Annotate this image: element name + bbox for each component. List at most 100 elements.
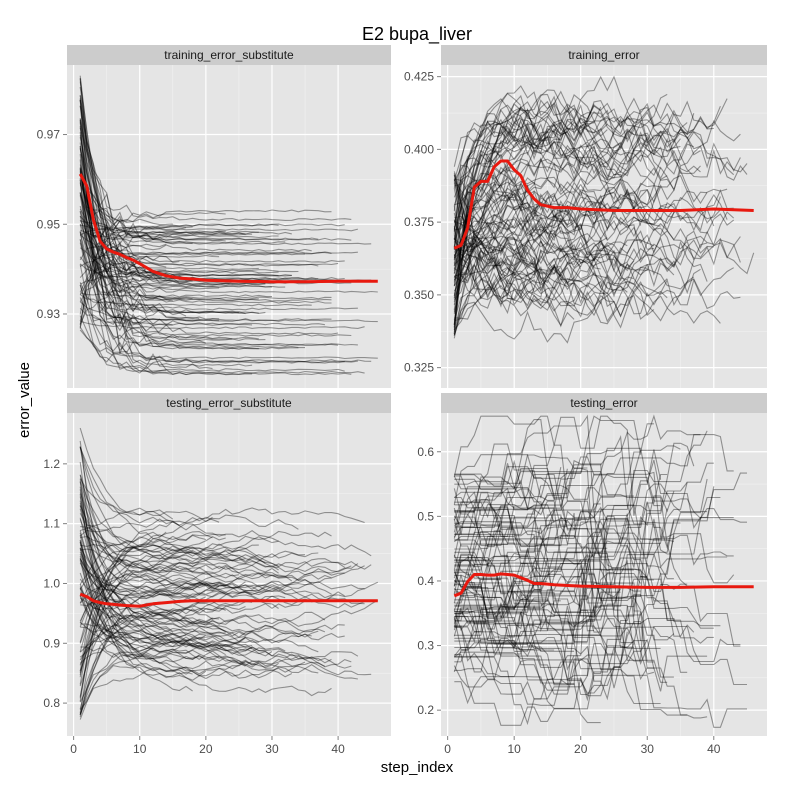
trace-line	[79, 624, 174, 718]
trace-line	[79, 180, 167, 268]
trace-line	[453, 517, 541, 601]
trace-line	[79, 297, 352, 376]
trace-series	[79, 75, 378, 376]
trace-line	[453, 107, 621, 260]
trace-line	[453, 239, 635, 332]
trace-line	[80, 536, 352, 573]
trace-line	[454, 445, 681, 681]
trace-line	[454, 582, 708, 719]
trace-line	[453, 93, 608, 328]
trace-line	[453, 487, 634, 624]
trace-line	[79, 557, 206, 648]
trace-line	[79, 636, 332, 715]
trace-line	[79, 225, 193, 236]
trace-line	[79, 182, 292, 235]
trace-line	[454, 579, 634, 648]
trace-line	[79, 142, 233, 340]
facet-strip-label: testing_error	[570, 396, 637, 410]
x-tick-label: 40	[331, 742, 345, 756]
mean-series-line	[453, 572, 754, 598]
trace-line	[80, 522, 279, 550]
trace-line	[454, 562, 688, 673]
trace-line	[453, 232, 695, 292]
trace-line	[79, 573, 220, 624]
trace-line	[453, 583, 688, 694]
trace-line	[453, 162, 682, 230]
trace-line	[454, 588, 635, 696]
trace-line	[453, 236, 608, 289]
trace-line	[453, 478, 708, 655]
trace-line	[79, 223, 345, 315]
x-tick-label: 30	[641, 742, 655, 756]
trace-line	[79, 98, 200, 319]
trace-line	[453, 239, 529, 280]
trace-line	[79, 558, 207, 597]
trace-line	[79, 547, 279, 609]
trace-line	[79, 553, 326, 638]
trace-line	[79, 548, 200, 660]
trace-line	[79, 427, 174, 520]
trace-line	[79, 78, 339, 335]
y-tick-label: 0.93	[37, 307, 61, 321]
trace-line	[79, 611, 326, 671]
trace-line	[79, 194, 279, 239]
trace-line	[453, 75, 694, 206]
trace-line	[79, 168, 246, 315]
facet-panel-training-error-substitute: training_error_substitute 0.93 0.95 0.97	[37, 45, 391, 388]
trace-line	[454, 467, 555, 528]
trace-line	[79, 587, 226, 621]
trace-line	[453, 206, 735, 314]
y-tick-label: 0.425	[404, 70, 434, 84]
trace-line	[453, 125, 681, 247]
trace-series	[453, 75, 755, 344]
trace-line	[454, 535, 675, 668]
trace-line	[453, 122, 681, 264]
trace-line	[79, 540, 286, 652]
trace-line	[79, 462, 332, 697]
trace-line	[79, 178, 299, 350]
trace-line	[453, 130, 735, 196]
trace-line	[454, 257, 701, 328]
trace-line	[79, 307, 325, 326]
trace-line	[453, 173, 741, 273]
y-axis-title: error_value	[16, 362, 33, 438]
trace-line	[453, 554, 747, 686]
trace-line	[453, 105, 701, 335]
trace-line	[79, 223, 279, 322]
trace-line	[79, 126, 259, 314]
trace-line	[79, 122, 207, 344]
trace-line	[79, 480, 359, 672]
trace-line	[453, 225, 695, 315]
trace-line	[79, 513, 332, 554]
trace-line	[454, 456, 747, 523]
trace-line	[79, 594, 226, 656]
trace-line	[453, 607, 661, 700]
trace-line	[453, 166, 708, 281]
trace-line	[79, 590, 253, 716]
panel-background	[67, 65, 391, 388]
trace-line	[79, 548, 226, 633]
trace-line	[79, 588, 193, 692]
mean-series-line	[78, 173, 378, 284]
trace-line	[454, 202, 628, 247]
trace-line	[79, 184, 187, 231]
trace-line	[79, 118, 332, 304]
trace-line	[79, 504, 319, 653]
trace-line	[79, 224, 173, 303]
trace-line	[453, 624, 628, 689]
trace-line	[453, 518, 588, 581]
trace-line	[453, 235, 528, 266]
y-tick-label: 0.350	[404, 288, 434, 302]
trace-line	[454, 231, 648, 289]
trace-line	[79, 219, 259, 271]
trace-line	[453, 238, 668, 297]
trace-line	[453, 123, 701, 296]
trace-line	[454, 654, 747, 728]
trace-line	[79, 239, 305, 349]
trace-line	[453, 188, 721, 313]
trace-line	[454, 572, 675, 641]
trace-line	[454, 265, 582, 320]
trace-line	[453, 506, 515, 545]
trace-line	[79, 586, 279, 661]
trace-line	[80, 229, 319, 241]
